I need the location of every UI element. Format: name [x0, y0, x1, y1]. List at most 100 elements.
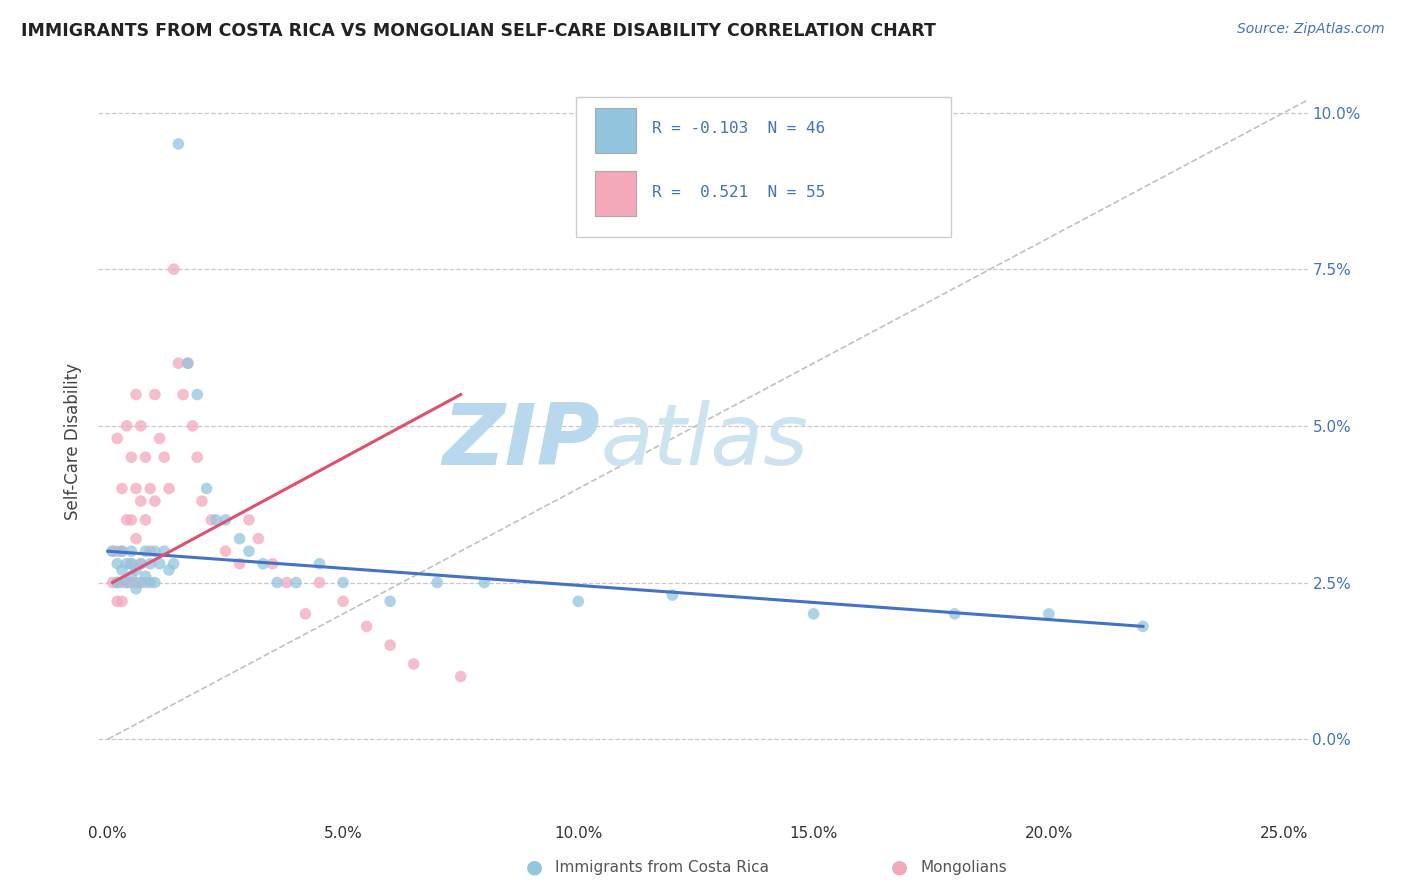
- Point: [177, 356, 200, 370]
- Point: [567, 594, 589, 608]
- Point: [378, 594, 401, 608]
- Point: [115, 557, 138, 571]
- Point: [157, 482, 180, 496]
- Point: [105, 431, 128, 445]
- Point: [426, 575, 449, 590]
- Point: [167, 356, 190, 370]
- Point: [276, 575, 298, 590]
- Point: [1038, 607, 1060, 621]
- FancyBboxPatch shape: [576, 96, 950, 237]
- Point: [143, 544, 166, 558]
- Point: [228, 557, 250, 571]
- Point: [172, 387, 194, 401]
- Point: [120, 557, 142, 571]
- Point: [157, 563, 180, 577]
- Point: [115, 575, 138, 590]
- Point: [378, 638, 401, 652]
- Point: [101, 575, 124, 590]
- Text: Mongolians: Mongolians: [921, 860, 1008, 874]
- Point: [115, 418, 138, 433]
- Point: [153, 544, 176, 558]
- Point: [105, 594, 128, 608]
- Point: [186, 387, 208, 401]
- Point: [120, 450, 142, 465]
- Point: [120, 575, 142, 590]
- Point: [125, 563, 148, 577]
- Point: [139, 557, 162, 571]
- Point: [294, 607, 316, 621]
- Point: [111, 482, 134, 496]
- FancyBboxPatch shape: [595, 171, 637, 216]
- Text: ●: ●: [891, 857, 908, 877]
- Point: [252, 557, 274, 571]
- Point: [139, 575, 162, 590]
- Point: [163, 262, 186, 277]
- Point: [129, 557, 152, 571]
- Point: [153, 450, 176, 465]
- Point: [105, 544, 128, 558]
- Point: [308, 575, 330, 590]
- Point: [134, 544, 156, 558]
- Text: R =  0.521  N = 55: R = 0.521 N = 55: [652, 186, 825, 201]
- Point: [285, 575, 308, 590]
- Point: [111, 575, 134, 590]
- Point: [661, 588, 683, 602]
- Point: [238, 513, 260, 527]
- Point: [134, 569, 156, 583]
- Point: [803, 607, 825, 621]
- Point: [120, 557, 142, 571]
- Text: ●: ●: [526, 857, 543, 877]
- Point: [105, 575, 128, 590]
- Point: [167, 136, 190, 151]
- Point: [186, 450, 208, 465]
- Y-axis label: Self-Care Disability: Self-Care Disability: [65, 363, 83, 520]
- Point: [332, 594, 354, 608]
- Point: [129, 418, 152, 433]
- Point: [143, 494, 166, 508]
- Point: [125, 582, 148, 596]
- Point: [191, 494, 214, 508]
- Point: [115, 513, 138, 527]
- Point: [238, 544, 260, 558]
- Text: Immigrants from Costa Rica: Immigrants from Costa Rica: [555, 860, 769, 874]
- Point: [101, 544, 124, 558]
- Point: [149, 431, 172, 445]
- Point: [214, 513, 236, 527]
- Point: [177, 356, 200, 370]
- Point: [149, 557, 172, 571]
- Point: [143, 387, 166, 401]
- Point: [134, 450, 156, 465]
- Point: [205, 513, 228, 527]
- Point: [402, 657, 425, 671]
- Point: [129, 494, 152, 508]
- Point: [134, 575, 156, 590]
- Text: IMMIGRANTS FROM COSTA RICA VS MONGOLIAN SELF-CARE DISABILITY CORRELATION CHART: IMMIGRANTS FROM COSTA RICA VS MONGOLIAN …: [21, 22, 936, 40]
- Point: [120, 513, 142, 527]
- Point: [111, 563, 134, 577]
- Point: [943, 607, 966, 621]
- Point: [308, 557, 330, 571]
- Point: [332, 575, 354, 590]
- Point: [129, 557, 152, 571]
- Point: [356, 619, 378, 633]
- Point: [195, 482, 218, 496]
- Point: [143, 575, 166, 590]
- Text: Source: ZipAtlas.com: Source: ZipAtlas.com: [1237, 22, 1385, 37]
- Point: [111, 594, 134, 608]
- Point: [134, 513, 156, 527]
- Point: [101, 544, 124, 558]
- Point: [472, 575, 495, 590]
- Point: [200, 513, 222, 527]
- Point: [181, 418, 204, 433]
- FancyBboxPatch shape: [595, 108, 637, 153]
- Point: [125, 575, 148, 590]
- Point: [266, 575, 288, 590]
- Point: [214, 544, 236, 558]
- Text: R = -0.103  N = 46: R = -0.103 N = 46: [652, 121, 825, 136]
- Point: [111, 544, 134, 558]
- Point: [125, 387, 148, 401]
- Point: [139, 482, 162, 496]
- Point: [247, 532, 270, 546]
- Point: [125, 532, 148, 546]
- Point: [105, 575, 128, 590]
